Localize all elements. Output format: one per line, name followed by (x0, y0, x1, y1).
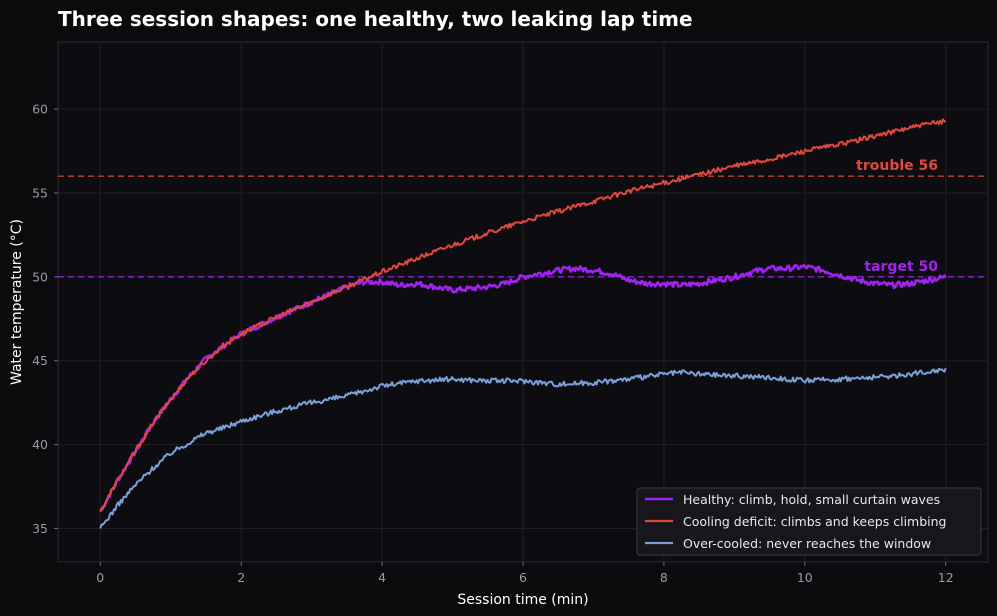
y-tick-label: 35 (32, 521, 48, 536)
x-tick-label: 12 (938, 570, 954, 585)
tick-labels: 0 2 4 6 8 10 12 35 40 45 50 55 60 (32, 102, 954, 585)
legend-box (636, 487, 982, 556)
x-tick-label: 6 (519, 570, 527, 585)
x-tick-label: 0 (96, 570, 104, 585)
legend: Healthy: climb, hold, small curtain wave… (636, 487, 982, 556)
legend-label-cooling-deficit: Cooling deficit: climbs and keeps climbi… (683, 514, 947, 529)
x-axis-label: Session time (min) (457, 592, 588, 608)
series-line-healthy (99, 263, 947, 513)
x-tick-label: 2 (237, 570, 245, 585)
chart-title: Three session shapes: one healthy, two l… (58, 7, 693, 31)
y-tick-label: 50 (32, 269, 48, 284)
x-tick-label: 10 (797, 570, 813, 585)
series-group (99, 118, 947, 529)
x-tick-label: 8 (660, 570, 668, 585)
y-tick-label: 45 (32, 353, 48, 368)
reference-line-label: trouble 56 (856, 158, 938, 174)
y-tick-label: 40 (32, 437, 48, 452)
legend-label-over-cooled: Over-cooled: never reaches the window (683, 536, 931, 551)
reference-line-label: target 50 (864, 259, 938, 275)
y-tick-label: 60 (32, 102, 48, 117)
x-tick-label: 4 (378, 570, 386, 585)
legend-label-healthy: Healthy: climb, hold, small curtain wave… (683, 492, 940, 507)
y-tick-label: 55 (32, 185, 48, 200)
series-line-over-cooled (99, 367, 947, 529)
y-axis-label: Water temperature (°C) (9, 219, 25, 385)
reference-lines: target 50 trouble 56 (58, 158, 988, 278)
series-line-cooling-deficit (99, 118, 947, 513)
